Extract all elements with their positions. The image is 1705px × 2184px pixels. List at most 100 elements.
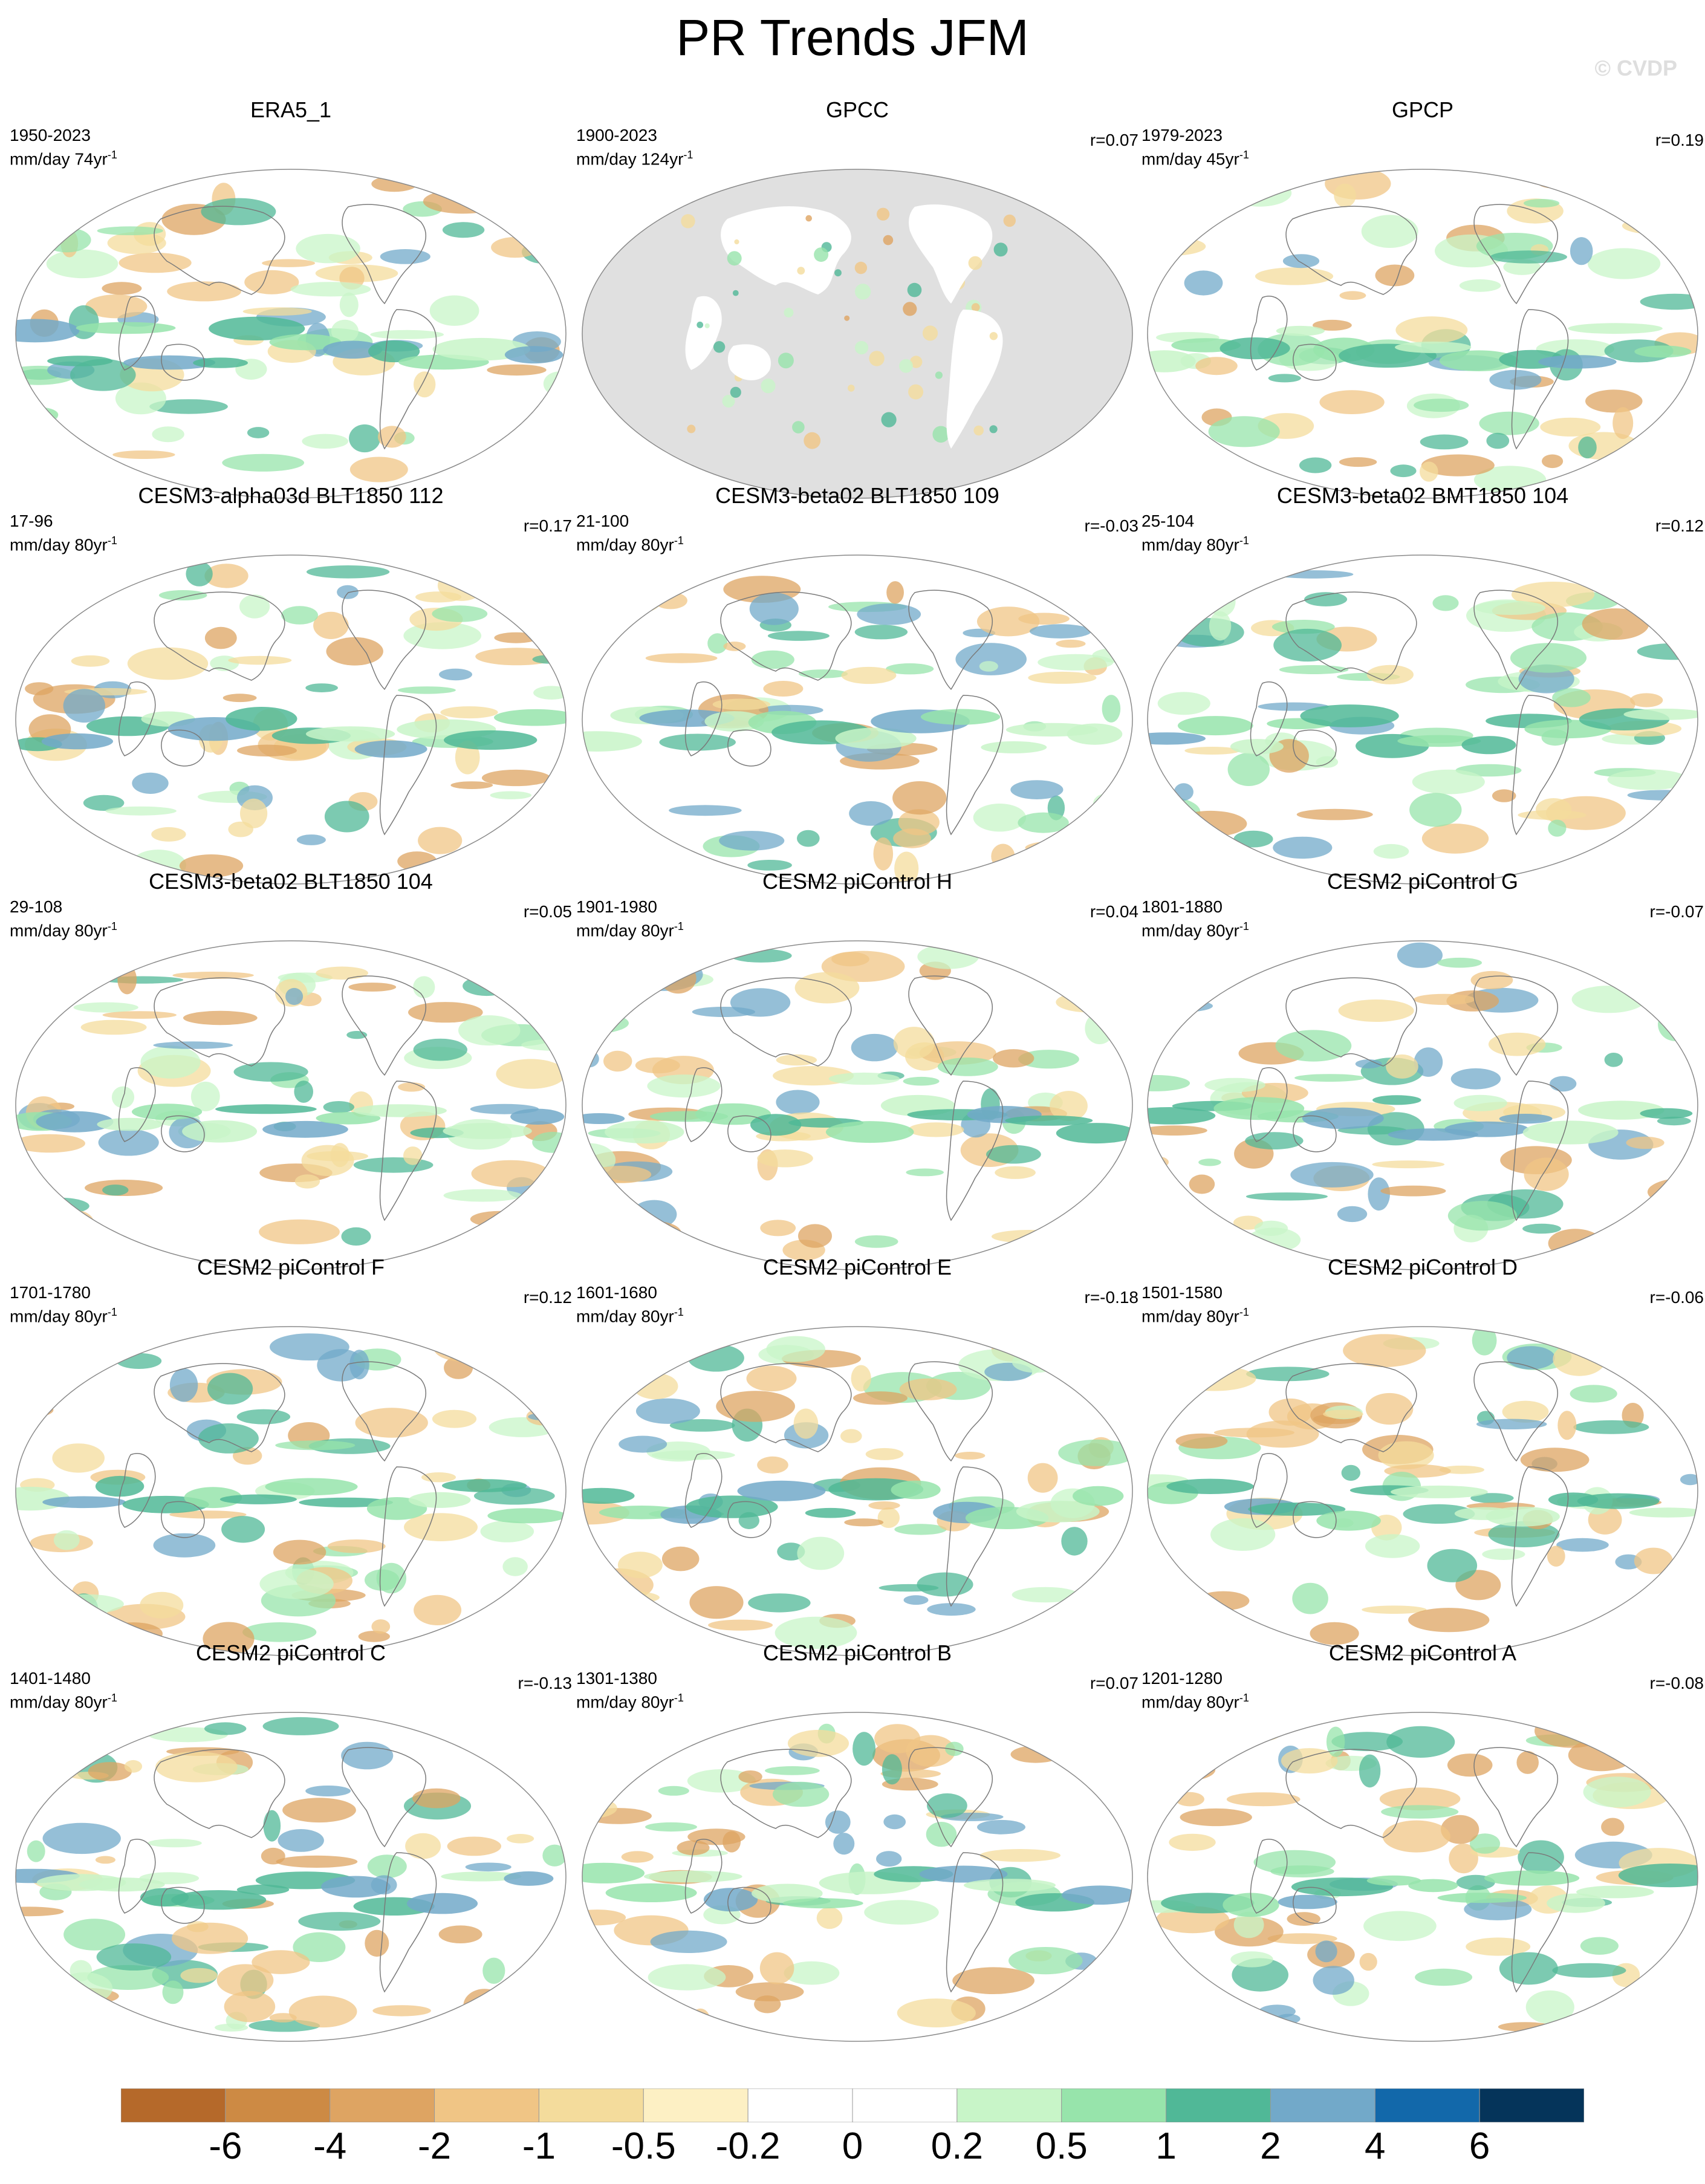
- colorbar-tick-label: -0.5: [611, 2125, 676, 2167]
- panel-units: mm/day 80yr-1: [10, 1306, 117, 1326]
- map-robinson: [582, 1712, 1133, 2042]
- map-robinson: [15, 1326, 567, 1656]
- map-panel: GPCC 1900-2023 mm/day 124yr-1 r=0.07: [576, 97, 1138, 499]
- panel-title: CESM3-alpha03d BLT1850 112: [138, 483, 444, 508]
- panel-units-text: mm/day 80yr: [576, 921, 674, 940]
- panel-period: 21-100: [576, 512, 629, 530]
- panel-units: mm/day 80yr-1: [576, 535, 684, 554]
- map-robinson: [1147, 169, 1698, 499]
- colorbar-segment: [1166, 2088, 1271, 2122]
- panel-units: mm/day 80yr-1: [1142, 920, 1249, 940]
- panel-units-text: mm/day 80yr: [576, 535, 674, 554]
- panel-units-text: mm/day 124yr: [576, 149, 684, 169]
- panel-title: CESM2 piControl H: [762, 869, 953, 894]
- panel-correlation: r=-0.13: [518, 1674, 573, 1692]
- panel-title: GPCP: [1391, 97, 1454, 122]
- panel-correlation: r=-0.08: [1649, 1674, 1704, 1692]
- map-robinson: [15, 554, 567, 885]
- colorbar-segment: [747, 2088, 853, 2122]
- map-robinson: [15, 940, 567, 1270]
- map-robinson: [1147, 1712, 1698, 2042]
- panel-title: ERA5_1: [250, 97, 332, 122]
- panel-units-text: mm/day 80yr: [10, 1692, 108, 1712]
- map-panel: CESM2 piControl B 1301-1380 mm/day 80yr-1 r…: [576, 1640, 1138, 2042]
- map-robinson: [582, 554, 1133, 885]
- panel-correlation: r=0.07: [1090, 131, 1138, 149]
- colorbar: [121, 2088, 1584, 2122]
- panel-period: 1501-1580: [1142, 1283, 1223, 1302]
- panel-correlation: r=0.07: [1090, 1674, 1138, 1692]
- map-robinson: [15, 169, 567, 499]
- panel-units-text: mm/day 80yr: [1142, 535, 1239, 554]
- panel-units: mm/day 80yr-1: [10, 1692, 117, 1712]
- map-robinson: [15, 1712, 567, 2042]
- panel-correlation: r=-0.06: [1649, 1288, 1704, 1307]
- panel-title: CESM2 piControl A: [1328, 1640, 1517, 1665]
- colorbar-segment: [643, 2088, 749, 2122]
- panel-title: CESM3-beta02 BMT1850 104: [1276, 483, 1569, 508]
- watermark: © CVDP: [1594, 56, 1677, 80]
- colorbar-tick-label: 0.2: [930, 2125, 983, 2167]
- colorbar-tick-label: -0.2: [715, 2125, 781, 2167]
- panel-period: 1950-2023: [10, 126, 91, 145]
- panel-period: 29-108: [10, 897, 63, 916]
- map-robinson: [582, 940, 1133, 1270]
- panel-units: mm/day 80yr-1: [576, 920, 684, 940]
- panel-title: CESM2 piControl E: [762, 1255, 952, 1279]
- panel-period: 1801-1880: [1142, 897, 1223, 916]
- colorbar-tick-label: -2: [418, 2125, 452, 2167]
- map-panel: CESM2 piControl F 1701-1780 mm/day 80yr-1 r…: [10, 1254, 572, 1656]
- colorbar-tick-label: 0.5: [1035, 2125, 1088, 2167]
- colorbar-tick-label: 6: [1469, 2125, 1490, 2167]
- map-panel: CESM2 piControl G 1801-1880 mm/day 80yr-1 r…: [1142, 868, 1704, 1270]
- panel-title: CESM2 piControl G: [1327, 869, 1519, 894]
- colorbar-tick-label: -1: [522, 2125, 556, 2167]
- panel-units-text: mm/day 45yr: [1142, 149, 1239, 169]
- map-panel: CESM2 piControl E 1601-1680 mm/day 80yr-1 r…: [576, 1254, 1139, 1656]
- panel-correlation: r=-0.18: [1084, 1288, 1139, 1307]
- map-panel: CESM2 piControl H 1901-1980 mm/day 80yr-1 r…: [576, 868, 1138, 1270]
- colorbar-tick-label: -4: [313, 2125, 347, 2167]
- panel-units-text: mm/day 74yr: [10, 149, 108, 169]
- panel-period: 1401-1480: [10, 1669, 91, 1688]
- colorbar-tick-label: 4: [1365, 2125, 1386, 2167]
- panel-title: CESM2 piControl F: [196, 1255, 385, 1279]
- colorbar-segment: [121, 2088, 226, 2122]
- panel-units: mm/day 124yr-1: [576, 149, 693, 169]
- panel-period: 1301-1380: [576, 1669, 657, 1688]
- panel-units: mm/day 80yr-1: [1142, 1306, 1249, 1326]
- panel-correlation: r=0.12: [1655, 516, 1704, 535]
- colorbar-tick-label: 0: [842, 2125, 863, 2167]
- colorbar-segment: [956, 2088, 1062, 2122]
- panel-period: 25-104: [1142, 512, 1195, 530]
- colorbar-segment: [538, 2088, 644, 2122]
- colorbar-tick-label: 2: [1260, 2125, 1281, 2167]
- panel-period: 1701-1780: [10, 1283, 91, 1302]
- map-robinson: [1147, 554, 1698, 885]
- panel-units: mm/day 80yr-1: [1142, 535, 1249, 554]
- map-panel: CESM2 piControl A 1201-1280 mm/day 80yr-1 r…: [1142, 1640, 1704, 2042]
- colorbar-segment: [1270, 2088, 1375, 2122]
- panel-units-text: mm/day 80yr: [576, 1692, 674, 1712]
- panel-units: mm/day 74yr-1: [10, 149, 117, 169]
- map-robinson: [1147, 1326, 1698, 1656]
- map-panel: CESM3-alpha03d BLT1850 112 17-96 mm/day 80…: [10, 483, 572, 885]
- panel-units-text: mm/day 80yr: [1142, 1307, 1239, 1326]
- colorbar-segment: [1374, 2088, 1480, 2122]
- map-panel: CESM3-beta02 BMT1850 104 25-104 mm/day 80y…: [1142, 483, 1704, 885]
- panel-period: 1900-2023: [576, 126, 657, 145]
- panel-period: 17-96: [10, 512, 53, 530]
- panel-units-text: mm/day 80yr: [1142, 1692, 1239, 1712]
- figure-title: PR Trends JFM: [676, 9, 1029, 66]
- map-panel: CESM2 piControl D 1501-1580 mm/day 80yr-1 r…: [1142, 1254, 1704, 1656]
- panel-period: 1201-1280: [1142, 1669, 1223, 1688]
- panel-title: CESM3-beta02 BLT1850 109: [715, 483, 999, 508]
- map-robinson: [582, 1326, 1133, 1656]
- colorbar-tick-label: -6: [209, 2125, 242, 2167]
- panel-units-text: mm/day 80yr: [1142, 921, 1239, 940]
- panel-units: mm/day 45yr-1: [1142, 149, 1249, 169]
- panel-period: 1979-2023: [1142, 126, 1223, 145]
- panel-title: CESM3-beta02 BLT1850 104: [149, 869, 433, 894]
- panel-correlation: r=-0.03: [1084, 516, 1139, 535]
- map-panel: CESM2 piControl C 1401-1480 mm/day 80yr-1 r…: [10, 1640, 573, 2042]
